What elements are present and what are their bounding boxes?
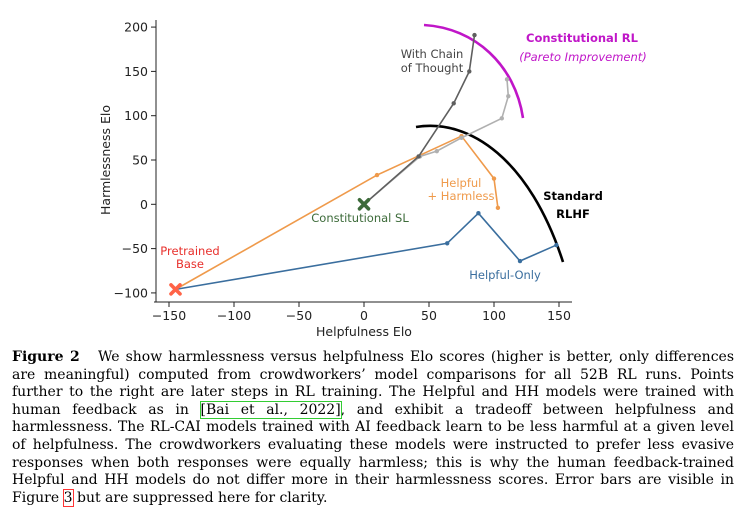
y-tick-label: 0 xyxy=(140,197,148,212)
standard-rlhf-frontier-arc xyxy=(415,124,565,263)
data-point-helpful-only xyxy=(476,210,481,216)
x-tick-label: −50 xyxy=(286,308,312,323)
citation-link[interactable]: [Bai et al., 2022] xyxy=(199,400,342,419)
annotation-std-line2: RLHF xyxy=(556,207,590,221)
data-point-constitutional-rl xyxy=(434,148,439,154)
data-point-constitutional-rl-with-chain-of-thought xyxy=(451,101,456,106)
annotation-cot-line1: With Chain xyxy=(401,47,464,61)
annotation-hh-line1: Helpful xyxy=(441,176,482,190)
x-tick-label: 100 xyxy=(482,308,506,323)
x-tick-label: 150 xyxy=(547,308,571,323)
marker-constitutional-sl xyxy=(357,198,371,211)
x-tick-label: 50 xyxy=(421,308,437,323)
y-tick-label: −50 xyxy=(122,241,148,256)
figure-chart: −150 −100 −50 0 50 100 150 −100 −50 0 50 100 150 200 H… xyxy=(98,20,647,339)
y-tick-label: 100 xyxy=(124,108,148,123)
x-axis-label: Helpfulness Elo xyxy=(316,324,412,339)
data-point-helpful-harmless xyxy=(491,176,497,181)
data-point-constitutional-rl-with-chain-of-thought xyxy=(467,69,472,74)
figure-caption: Figure 2 We show harmlessness versus hel… xyxy=(12,349,734,507)
data-point-constitutional-rl-with-chain-of-thought xyxy=(416,154,421,159)
data-point-helpful-only xyxy=(517,258,523,264)
marker-stroke xyxy=(357,198,371,211)
caption-figure-label: Figure 2 xyxy=(12,349,80,365)
data-point-constitutional-rl xyxy=(504,77,510,82)
annotation-pretrained-line2: Base xyxy=(176,257,204,271)
data-point-constitutional-rl xyxy=(459,135,464,141)
data-point-helpful-only xyxy=(445,241,450,246)
y-axis-label: Harmlessness Elo xyxy=(98,105,113,215)
annotation-const-sl: Constitutional SL xyxy=(311,211,409,225)
caption-text-part3: but are suppressed here for clarity. xyxy=(72,489,328,506)
data-point-constitutional-rl xyxy=(506,94,511,99)
marker-stroke xyxy=(169,283,182,296)
data-point-helpful-harmless xyxy=(374,172,380,178)
annotation-const-rl-title: Constitutional RL xyxy=(526,31,639,45)
annotation-std-line1: Standard xyxy=(543,189,603,203)
annotation-const-rl-sub: (Pareto Improvement) xyxy=(519,50,647,64)
caption-text-part2: , and exhibit a tradeoff between helpful… xyxy=(12,401,734,506)
data-point-helpful-only xyxy=(554,242,559,248)
annotation-pretrained-line1: Pretrained xyxy=(160,244,219,258)
x-tick-label: 0 xyxy=(360,308,368,323)
annotation-helpful-only: Helpful-Only xyxy=(469,268,541,282)
y-tick-label: −100 xyxy=(114,285,148,300)
x-tick-label: −100 xyxy=(217,308,251,323)
y-tick-label: 150 xyxy=(124,64,148,79)
data-point-helpful-harmless xyxy=(495,205,501,211)
chart-svg: −150 −100 −50 0 50 100 150 −100 −50 0 50 100 150 200 H… xyxy=(98,20,647,339)
y-tick-label: 200 xyxy=(124,20,148,35)
y-tick-label: 50 xyxy=(132,153,148,168)
figure-ref-link[interactable]: 3 xyxy=(62,488,74,507)
annotation-cot-line2: of Thought xyxy=(401,61,464,75)
data-point-constitutional-rl xyxy=(499,116,504,121)
data-point-constitutional-rl-with-chain-of-thought xyxy=(472,32,477,38)
annotation-hh-line2: + Harmless xyxy=(428,189,495,203)
constitutional-rl-frontier-arc xyxy=(423,23,525,119)
x-tick-label: −150 xyxy=(152,308,186,323)
caption-text-part1: We show harmlessness versus helpfulness … xyxy=(12,349,735,418)
marker-pretrained-base xyxy=(169,283,182,296)
